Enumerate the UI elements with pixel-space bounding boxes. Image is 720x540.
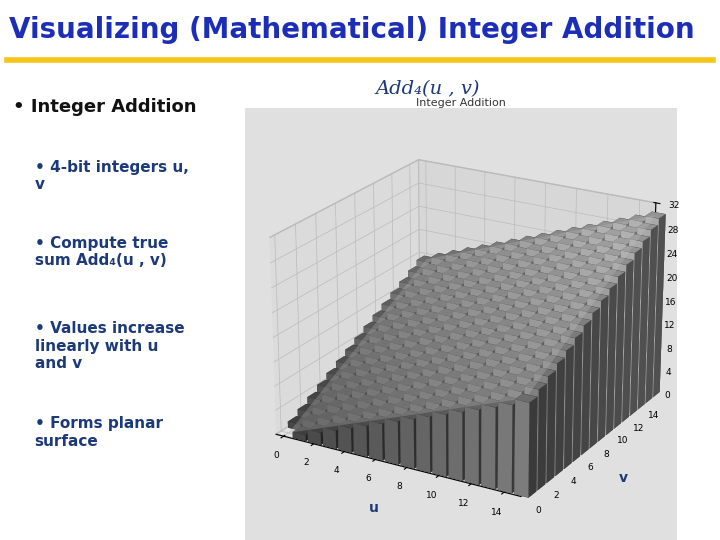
Text: Visualizing (Mathematical) Integer Addition: Visualizing (Mathematical) Integer Addit… xyxy=(9,16,694,44)
Text: • Forms planar
surface: • Forms planar surface xyxy=(35,416,163,449)
Text: Add₄(u , v): Add₄(u , v) xyxy=(375,80,480,98)
Text: • Values increase
linearly with u
and v: • Values increase linearly with u and v xyxy=(35,321,184,371)
X-axis label: u: u xyxy=(369,501,379,515)
Y-axis label: v: v xyxy=(619,471,628,485)
Text: • Integer Addition: • Integer Addition xyxy=(13,98,197,116)
Text: • 4-bit integers u,
v: • 4-bit integers u, v xyxy=(35,160,189,192)
Title: Integer Addition: Integer Addition xyxy=(416,98,505,108)
Text: • Compute true
sum Add₄(u , v): • Compute true sum Add₄(u , v) xyxy=(35,236,168,268)
